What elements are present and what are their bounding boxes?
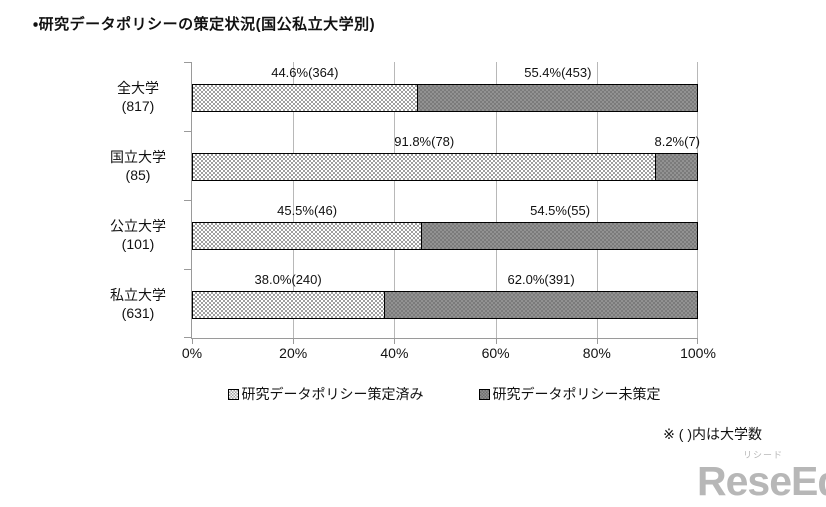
gridline-100 bbox=[697, 62, 698, 338]
value-label-established: 45.5%(46) bbox=[277, 203, 338, 218]
segment-not-established bbox=[384, 292, 697, 318]
chart-title: ・研究データポリシーの策定状況(国公私立大学別) bbox=[33, 16, 376, 33]
legend: 研究データポリシー策定済み 研究データポリシー未策定 bbox=[191, 384, 697, 404]
x-tick-label: 20% bbox=[279, 345, 308, 361]
y-axis-tick bbox=[184, 337, 192, 338]
value-label-not-established: 8.2%(7) bbox=[654, 134, 701, 149]
category-label: 国立大学 (85) bbox=[92, 148, 184, 185]
value-label-not-established: 54.5%(55) bbox=[530, 203, 591, 218]
x-axis-tick bbox=[697, 338, 698, 344]
x-axis-tick bbox=[495, 338, 497, 344]
x-tick-label: 40% bbox=[380, 345, 409, 361]
stacked-bar bbox=[192, 222, 698, 250]
value-label-not-established: 62.0%(391) bbox=[507, 272, 575, 287]
reseed-logo-text: ReseEd bbox=[697, 458, 826, 504]
x-axis-tick bbox=[192, 338, 193, 344]
bar-row-national-universities: 国立大学 (85) 91.8%(78) 8.2%(7) bbox=[110, 134, 700, 183]
legend-label: 研究データポリシー策定済み bbox=[241, 386, 424, 402]
reseed-logo-ruby: リシード bbox=[743, 450, 784, 460]
gridline-40 bbox=[394, 62, 396, 338]
bar-row-private-universities: 私立大学 (631) 38.0%(240) 62.0%(391) bbox=[110, 272, 698, 321]
footnote: ※ ( )内は大学数 bbox=[663, 426, 762, 442]
gridline-80 bbox=[596, 62, 598, 338]
bar-row-all-universities: 全大学 (817) 44.6%(364) 55.4%(453) bbox=[117, 65, 698, 114]
value-label-established: 38.0%(240) bbox=[254, 272, 322, 287]
x-tick-label: 100% bbox=[680, 345, 716, 361]
segment-not-established bbox=[417, 85, 697, 111]
segment-established bbox=[193, 85, 418, 111]
value-label-established: 44.6%(364) bbox=[271, 65, 339, 80]
y-axis-tick bbox=[184, 200, 192, 201]
segment-established bbox=[193, 223, 423, 249]
bar-row-public-universities: 公立大学 (101) 45.5%(46) 54.5%(55) bbox=[110, 203, 698, 252]
segment-not-established bbox=[655, 154, 697, 180]
category-count: (631) bbox=[121, 305, 155, 322]
legend-swatch-dotted-icon bbox=[227, 388, 239, 400]
gridline-60 bbox=[495, 62, 497, 338]
category-count: (85) bbox=[125, 167, 151, 184]
stacked-bar bbox=[192, 153, 698, 181]
category-name: 公立大学 bbox=[110, 218, 166, 234]
category-name: 全大学 bbox=[117, 80, 159, 96]
plot-area: 0% 20% 40% 60% 80% 100% 全大学 (817) 44.6%(… bbox=[110, 62, 716, 361]
stacked-bar bbox=[192, 84, 698, 112]
x-axis-tick bbox=[293, 338, 295, 344]
category-label: 全大学 (817) bbox=[92, 79, 184, 116]
value-label-not-established: 55.4%(453) bbox=[524, 65, 592, 80]
segment-established bbox=[193, 154, 656, 180]
value-label-established: 91.8%(78) bbox=[394, 134, 455, 149]
gridline-20 bbox=[293, 62, 295, 338]
segment-not-established bbox=[422, 223, 697, 249]
category-label: 私立大学 (631) bbox=[92, 286, 184, 323]
legend-item-not-established: 研究データポリシー未策定 bbox=[478, 384, 661, 404]
stacked-bar bbox=[192, 291, 698, 319]
x-axis-tick bbox=[596, 338, 598, 344]
segment-established bbox=[193, 292, 385, 318]
reseed-logo: リシード ReseEd bbox=[697, 451, 826, 503]
legend-item-established: 研究データポリシー策定済み bbox=[227, 384, 424, 404]
legend-swatch-shaded-icon bbox=[478, 388, 490, 400]
category-count: (101) bbox=[121, 236, 155, 253]
category-count: (817) bbox=[121, 98, 155, 115]
y-axis-tick bbox=[184, 131, 192, 132]
category-name: 国立大学 bbox=[110, 149, 166, 165]
y-axis-tick bbox=[184, 62, 192, 63]
x-tick-label: 0% bbox=[181, 345, 203, 361]
x-axis-tick bbox=[394, 338, 396, 344]
category-label: 公立大学 (101) bbox=[92, 217, 184, 254]
x-tick-label: 60% bbox=[481, 345, 510, 361]
x-tick-label: 80% bbox=[582, 345, 611, 361]
legend-label: 研究データポリシー未策定 bbox=[492, 386, 661, 402]
y-axis-tick bbox=[184, 269, 192, 270]
category-name: 私立大学 bbox=[110, 287, 166, 303]
